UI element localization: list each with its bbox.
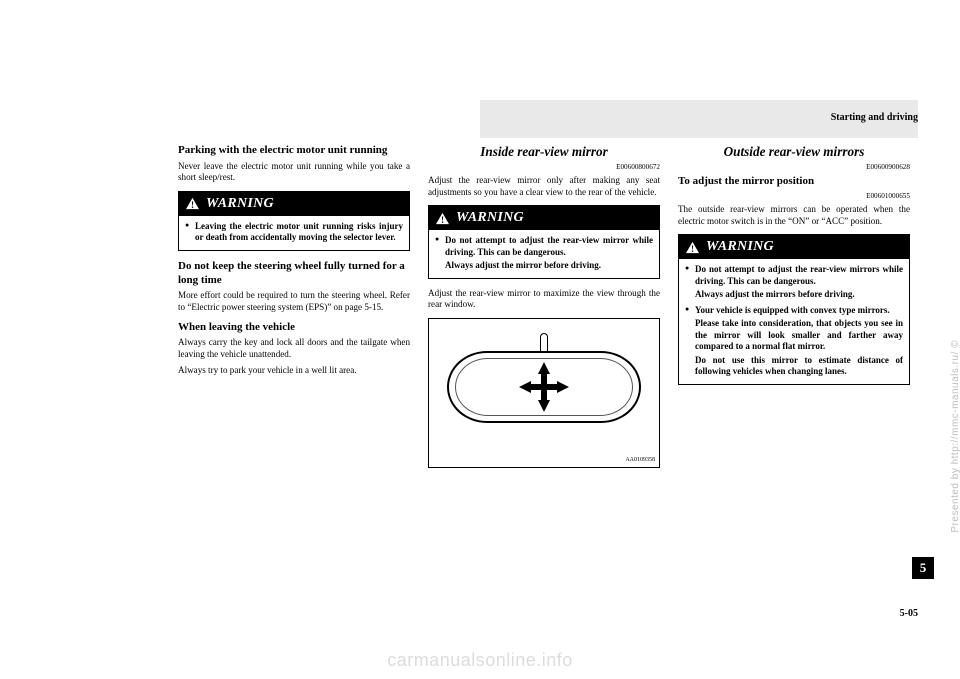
watermark-side: Presented by http://mmc-manuals.ru/ ©	[951, 340, 960, 533]
warning-item: Your vehicle is equipped with convex typ…	[685, 305, 903, 378]
content-columns: Parking with the electric motor unit run…	[178, 100, 918, 620]
chapter-tab: 5	[912, 557, 934, 579]
warning-item: Do not attempt to adjust the rear-view m…	[685, 264, 903, 301]
warning-triangle-icon: !	[435, 212, 450, 225]
warning-box-2: ! WARNING Do not attempt to adjust the r…	[428, 205, 660, 278]
warning-label: WARNING	[456, 209, 524, 227]
warning-header: ! WARNING	[429, 206, 659, 230]
warning-item: Leaving the electric motor unit running …	[185, 221, 403, 244]
figure-ref: AA0109358	[625, 457, 655, 465]
para-inside-1: Adjust the rear-view mirror only after m…	[428, 175, 660, 198]
warning-label: WARNING	[206, 195, 274, 213]
para-leaving-2: Always try to park your vehicle in a wel…	[178, 365, 410, 377]
para-steering: More effort could be required to turn th…	[178, 290, 410, 313]
warning-triangle-icon: !	[685, 241, 700, 254]
warning-box-1: ! WARNING Leaving the electric motor uni…	[178, 191, 410, 251]
para-leaving-1: Always carry the key and lock all doors …	[178, 337, 410, 360]
heading-leaving: When leaving the vehicle	[178, 321, 410, 335]
warning-body: Leaving the electric motor unit running …	[179, 216, 409, 250]
warning-text: Do not attempt to adjust the rear-view m…	[695, 264, 903, 286]
page-number: 5-05	[900, 608, 918, 619]
refcode: E00600800672	[428, 163, 660, 172]
warning-text: Always adjust the mirror before driving.	[445, 260, 653, 272]
warning-body: Do not attempt to adjust the rear-view m…	[679, 259, 909, 384]
para-parking: Never leave the electric motor unit runn…	[178, 161, 410, 184]
warning-body: Do not attempt to adjust the rear-view m…	[429, 230, 659, 278]
heading-outside-mirrors: Outside rear-view mirrors	[678, 144, 910, 161]
warning-header: ! WARNING	[679, 235, 909, 259]
svg-text:!: !	[191, 202, 194, 211]
refcode: E00601000655	[678, 192, 910, 201]
manual-page: Starting and driving Parking with the el…	[0, 0, 960, 679]
heading-inside-mirror: Inside rear-view mirror	[428, 144, 660, 161]
warning-text: Do not attempt to adjust the rear-view m…	[445, 235, 653, 257]
svg-text:!: !	[441, 216, 444, 225]
svg-text:!: !	[691, 245, 694, 254]
warning-text: Always adjust the mirrors before driving…	[695, 289, 903, 301]
figure-mirror: AA0109358	[428, 318, 660, 468]
warning-text: Please take into consideration, that obj…	[695, 318, 903, 353]
warning-label: WARNING	[706, 238, 774, 256]
para-outside-1: The outside rear-view mirrors can be ope…	[678, 204, 910, 227]
column-3: Outside rear-view mirrors E00600900628 T…	[678, 100, 910, 620]
warning-text: Do not use this mirror to estimate dista…	[695, 355, 903, 378]
column-1: Parking with the electric motor unit run…	[178, 100, 410, 620]
watermark-bottom: carmanualsonline.info	[0, 650, 960, 671]
refcode: E00600900628	[678, 163, 910, 172]
section-header: Starting and driving	[831, 112, 918, 123]
warning-triangle-icon: !	[185, 197, 200, 210]
heading-adjust-position: To adjust the mirror position	[678, 175, 910, 189]
heading-steering: Do not keep the steering wheel fully tur…	[178, 260, 410, 288]
warning-text: Your vehicle is equipped with convex typ…	[695, 305, 890, 315]
heading-parking: Parking with the electric motor unit run…	[178, 144, 410, 158]
mirror-stem	[540, 333, 548, 353]
column-2: Inside rear-view mirror E00600800672 Adj…	[428, 100, 660, 620]
warning-box-3: ! WARNING Do not attempt to adjust the r…	[678, 234, 910, 385]
direction-arrows-icon	[517, 360, 571, 414]
warning-item: Do not attempt to adjust the rear-view m…	[435, 235, 653, 272]
para-inside-2: Adjust the rear-view mirror to maximize …	[428, 288, 660, 311]
warning-header: ! WARNING	[179, 192, 409, 216]
